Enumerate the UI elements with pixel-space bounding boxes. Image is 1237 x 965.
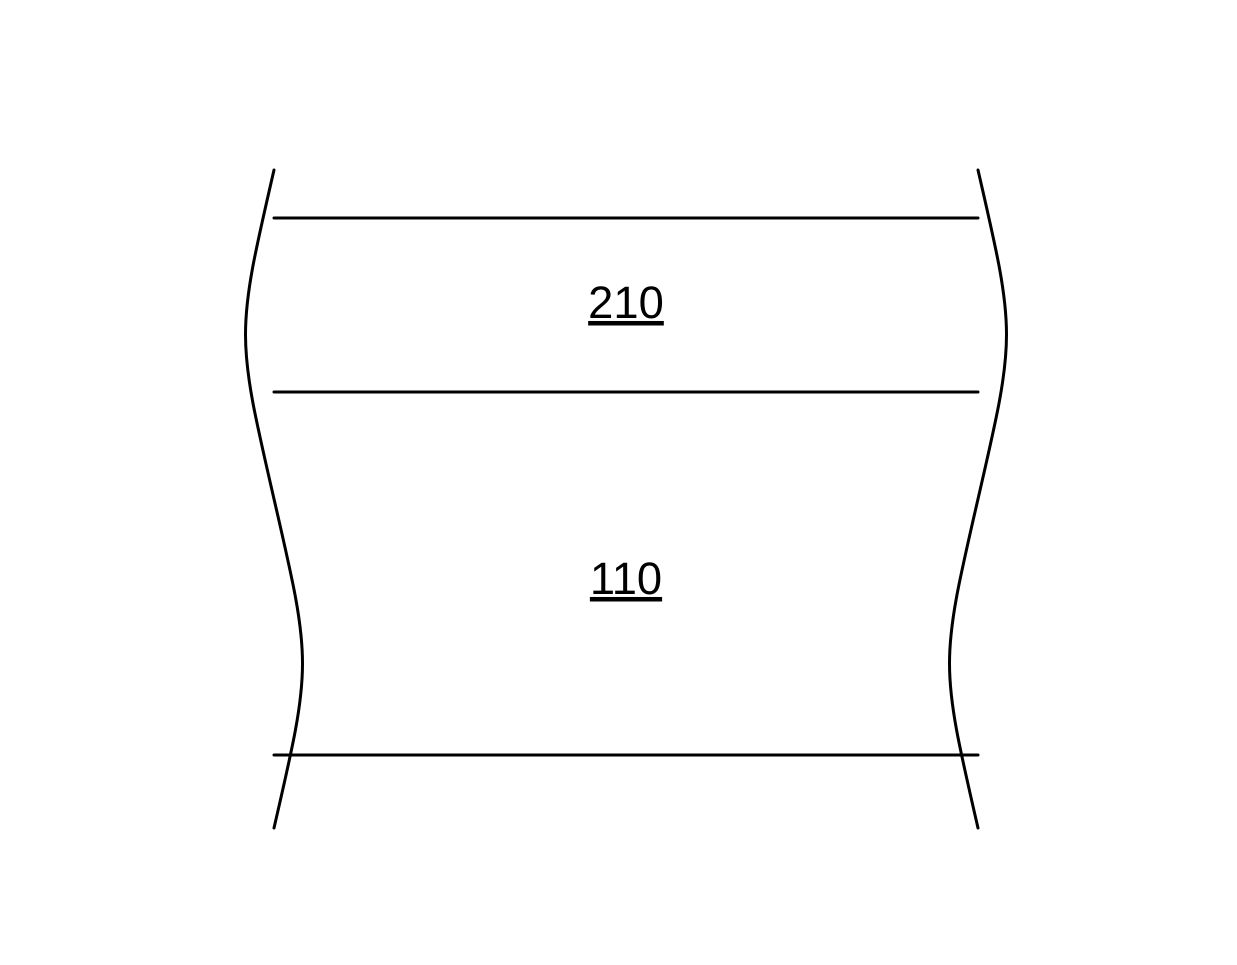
layer-label-upper: 210: [588, 277, 664, 328]
break-edge-right: [950, 170, 1007, 828]
layer-label-lower: 110: [590, 553, 662, 604]
break-edge-left: [246, 170, 303, 828]
diagram-canvas: 210 110: [0, 0, 1237, 965]
